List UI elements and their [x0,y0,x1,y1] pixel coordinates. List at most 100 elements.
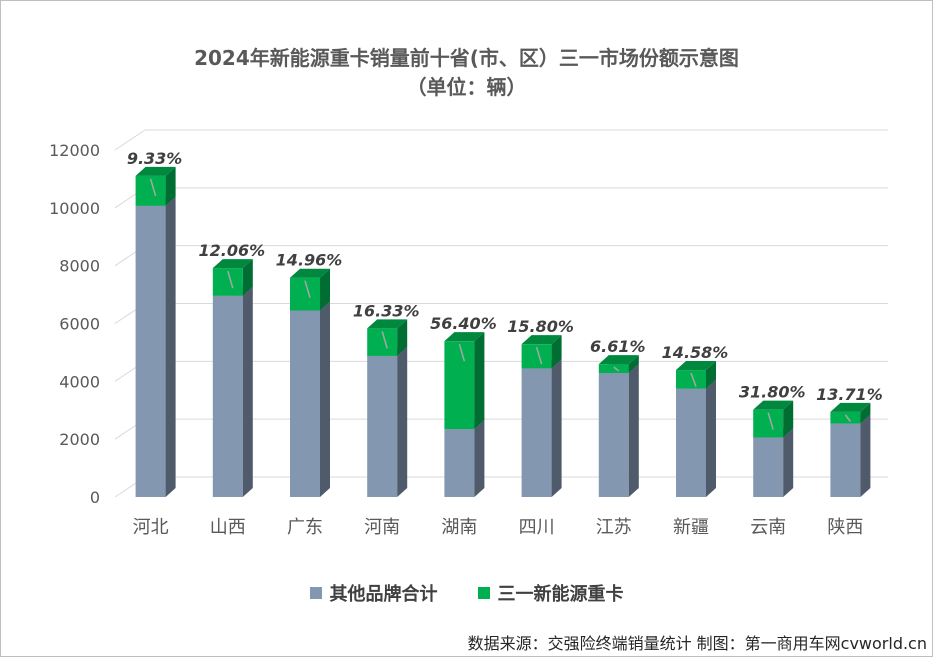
bar-front [444,429,475,497]
label-leader [458,343,466,362]
bar-front [212,295,243,497]
data-label: 14.96% [276,251,343,270]
bar-segment [753,400,794,438]
bar-top [521,335,562,345]
bar-top [444,332,485,342]
bar-side [320,301,330,497]
bar-segment [444,420,485,497]
bar-top [290,268,330,278]
x-tick-label: 陕西 [827,517,863,538]
bar-top [367,319,408,329]
bar-top [830,402,871,412]
bar-front [367,355,398,497]
chart-title: 2024年新能源重卡销量前十省(市、区）三一市场份额示意图 [194,46,739,70]
y-tick-label: 6000 [59,315,100,334]
bar-segment [135,196,176,497]
bar-side [242,259,253,296]
label-leader [304,280,311,298]
bar-top [212,259,253,269]
bar-top [135,166,176,176]
data-label: 15.80% [507,317,574,336]
y-tick-label: 12000 [49,141,100,160]
bar-top [753,400,794,410]
bar-front [290,310,320,497]
x-tick-label: 云南 [750,517,786,538]
bar-front [830,411,861,424]
bar-segment [521,335,562,369]
y-tick-label: 0 [90,488,100,507]
bar-side [706,361,716,389]
legend-label-sany: 三一新能源重卡 [497,584,624,605]
bar-top [598,355,639,365]
bar-front [598,372,629,497]
bar-segment [290,268,330,311]
x-tick-label: 河北 [133,517,169,538]
bar-front [135,205,166,497]
x-tick-label: 河南 [364,517,400,538]
bar-front [521,368,552,497]
gridline-side [114,129,146,151]
bar-segment [135,166,176,206]
bar-segment [212,286,253,497]
x-tick-label: 广东 [287,517,323,538]
data-label: 13.71% [816,385,883,404]
bar-front [598,364,629,373]
bar-side [628,363,639,497]
y-tick-label: 2000 [59,430,100,449]
bar-side [551,359,562,497]
legend-label-other-brands: 其他品牌合计 [329,584,438,605]
legend-swatch-sany [477,587,490,599]
y-tick-label: 8000 [59,257,100,276]
bar-side [474,332,485,430]
bar-side [783,400,794,438]
bar-side [474,420,485,497]
bar-side [397,319,408,356]
label-leader [844,414,852,423]
data-label: 56.40% [430,314,497,333]
label-leader [613,366,620,372]
bar-segment [444,332,485,430]
data-label: 16.33% [353,301,420,320]
bar-segment [290,301,330,497]
bar-side [860,402,871,424]
bar-segment [367,319,408,356]
data-label: 6.61% [590,337,646,356]
bar-front [676,370,706,389]
bar-segment [830,402,871,424]
bar-segment [676,379,716,497]
data-label: 14.58% [662,343,729,362]
bar-side [165,166,176,206]
bar-side [860,414,871,497]
source-note: 数据来源：交强险终端销量统计 制图：第一商用车网cvworld.cn [467,634,927,653]
data-label: 31.80% [739,383,806,402]
legend-item-other-brands: 其他品牌合计 [309,580,438,606]
bar-segment [598,355,639,373]
bar-front [753,437,784,497]
bar-side [783,428,794,497]
bar-side [242,286,253,497]
bar-segment [367,346,408,497]
bar-side [165,196,176,497]
y-tick-label: 4000 [59,372,100,391]
x-tick-label: 江苏 [596,517,632,538]
x-tick-label: 湖南 [441,517,477,538]
chart-subtitle: （单位：辆） [406,75,527,99]
bar-segment [830,414,871,497]
bar-segment [676,361,716,389]
label-leader [535,346,543,365]
label-leader [690,372,697,387]
bar-front [830,423,861,497]
label-leader [381,331,388,349]
data-label: 9.33% [127,149,183,168]
bar-side [397,346,408,497]
bar-front [444,341,475,430]
bar-segment [212,259,253,296]
y-tick-label: 10000 [49,199,100,218]
bar-side [320,268,330,311]
label-leader [767,412,774,430]
bar-segment [521,359,562,497]
data-label: 12.06% [198,241,265,260]
bar-segment [753,428,794,497]
bar-side [551,335,562,369]
